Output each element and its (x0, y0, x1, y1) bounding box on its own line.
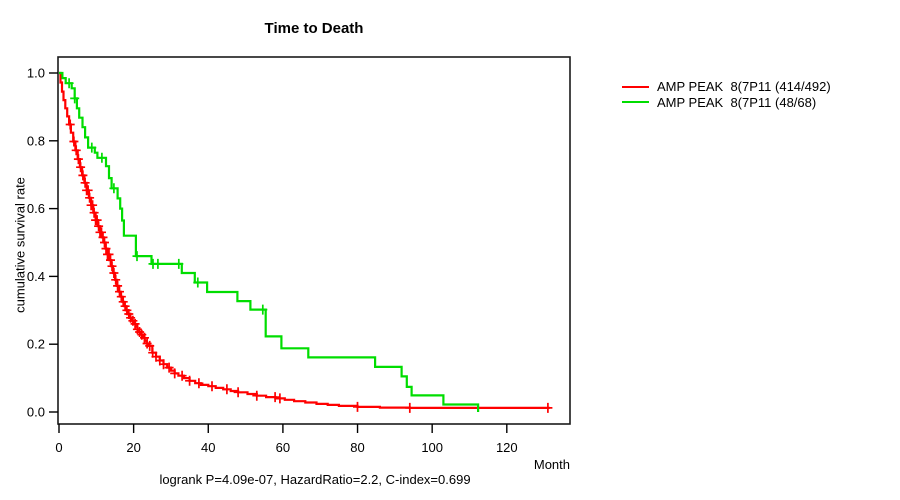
x-tick-label: 40 (201, 440, 215, 455)
x-tick-label: 20 (126, 440, 140, 455)
legend-line-red (622, 85, 649, 88)
legend-label-group1: AMP PEAK 8(7P11 (414/492) (657, 79, 831, 95)
x-tick-label: 100 (421, 440, 443, 455)
survival-curve-red (59, 71, 550, 409)
y-tick-label: 1.0 (27, 66, 45, 81)
censor-marks-green (64, 78, 268, 315)
y-tick-label: 0.8 (27, 133, 45, 148)
y-tick-label: 0.4 (27, 269, 45, 284)
y-axis-label: cumulative survival rate (12, 177, 28, 313)
stats-annotation: logrank P=4.09e-07, HazardRatio=2.2, C-i… (159, 472, 471, 487)
survival-curve-green (59, 71, 480, 412)
y-tick-label: 0.0 (27, 405, 45, 420)
legend-item-group2: AMP PEAK 8(7P11 (48/68) (622, 95, 831, 111)
legend-label-group2: AMP PEAK 8(7P11 (48/68) (657, 94, 817, 110)
legend-line-green (622, 101, 649, 104)
x-tick-label: 120 (496, 440, 518, 455)
page-title: Time to Death (264, 20, 364, 37)
y-tick-label: 0.6 (27, 201, 45, 216)
y-tick-label: 0.2 (27, 337, 45, 352)
legend-item-group1: AMP PEAK 8(7P11 (414/492) (622, 79, 831, 95)
censor-marks-red (65, 119, 553, 413)
x-tick-label: 0 (55, 440, 62, 455)
x-tick-label: 80 (350, 440, 364, 455)
legend: AMP PEAK 8(7P11 (414/492) AMP PEAK 8(7P1… (622, 79, 831, 110)
plot-frame (57, 56, 571, 425)
x-tick-label: 60 (276, 440, 290, 455)
x-axis-label: Month (533, 457, 570, 472)
